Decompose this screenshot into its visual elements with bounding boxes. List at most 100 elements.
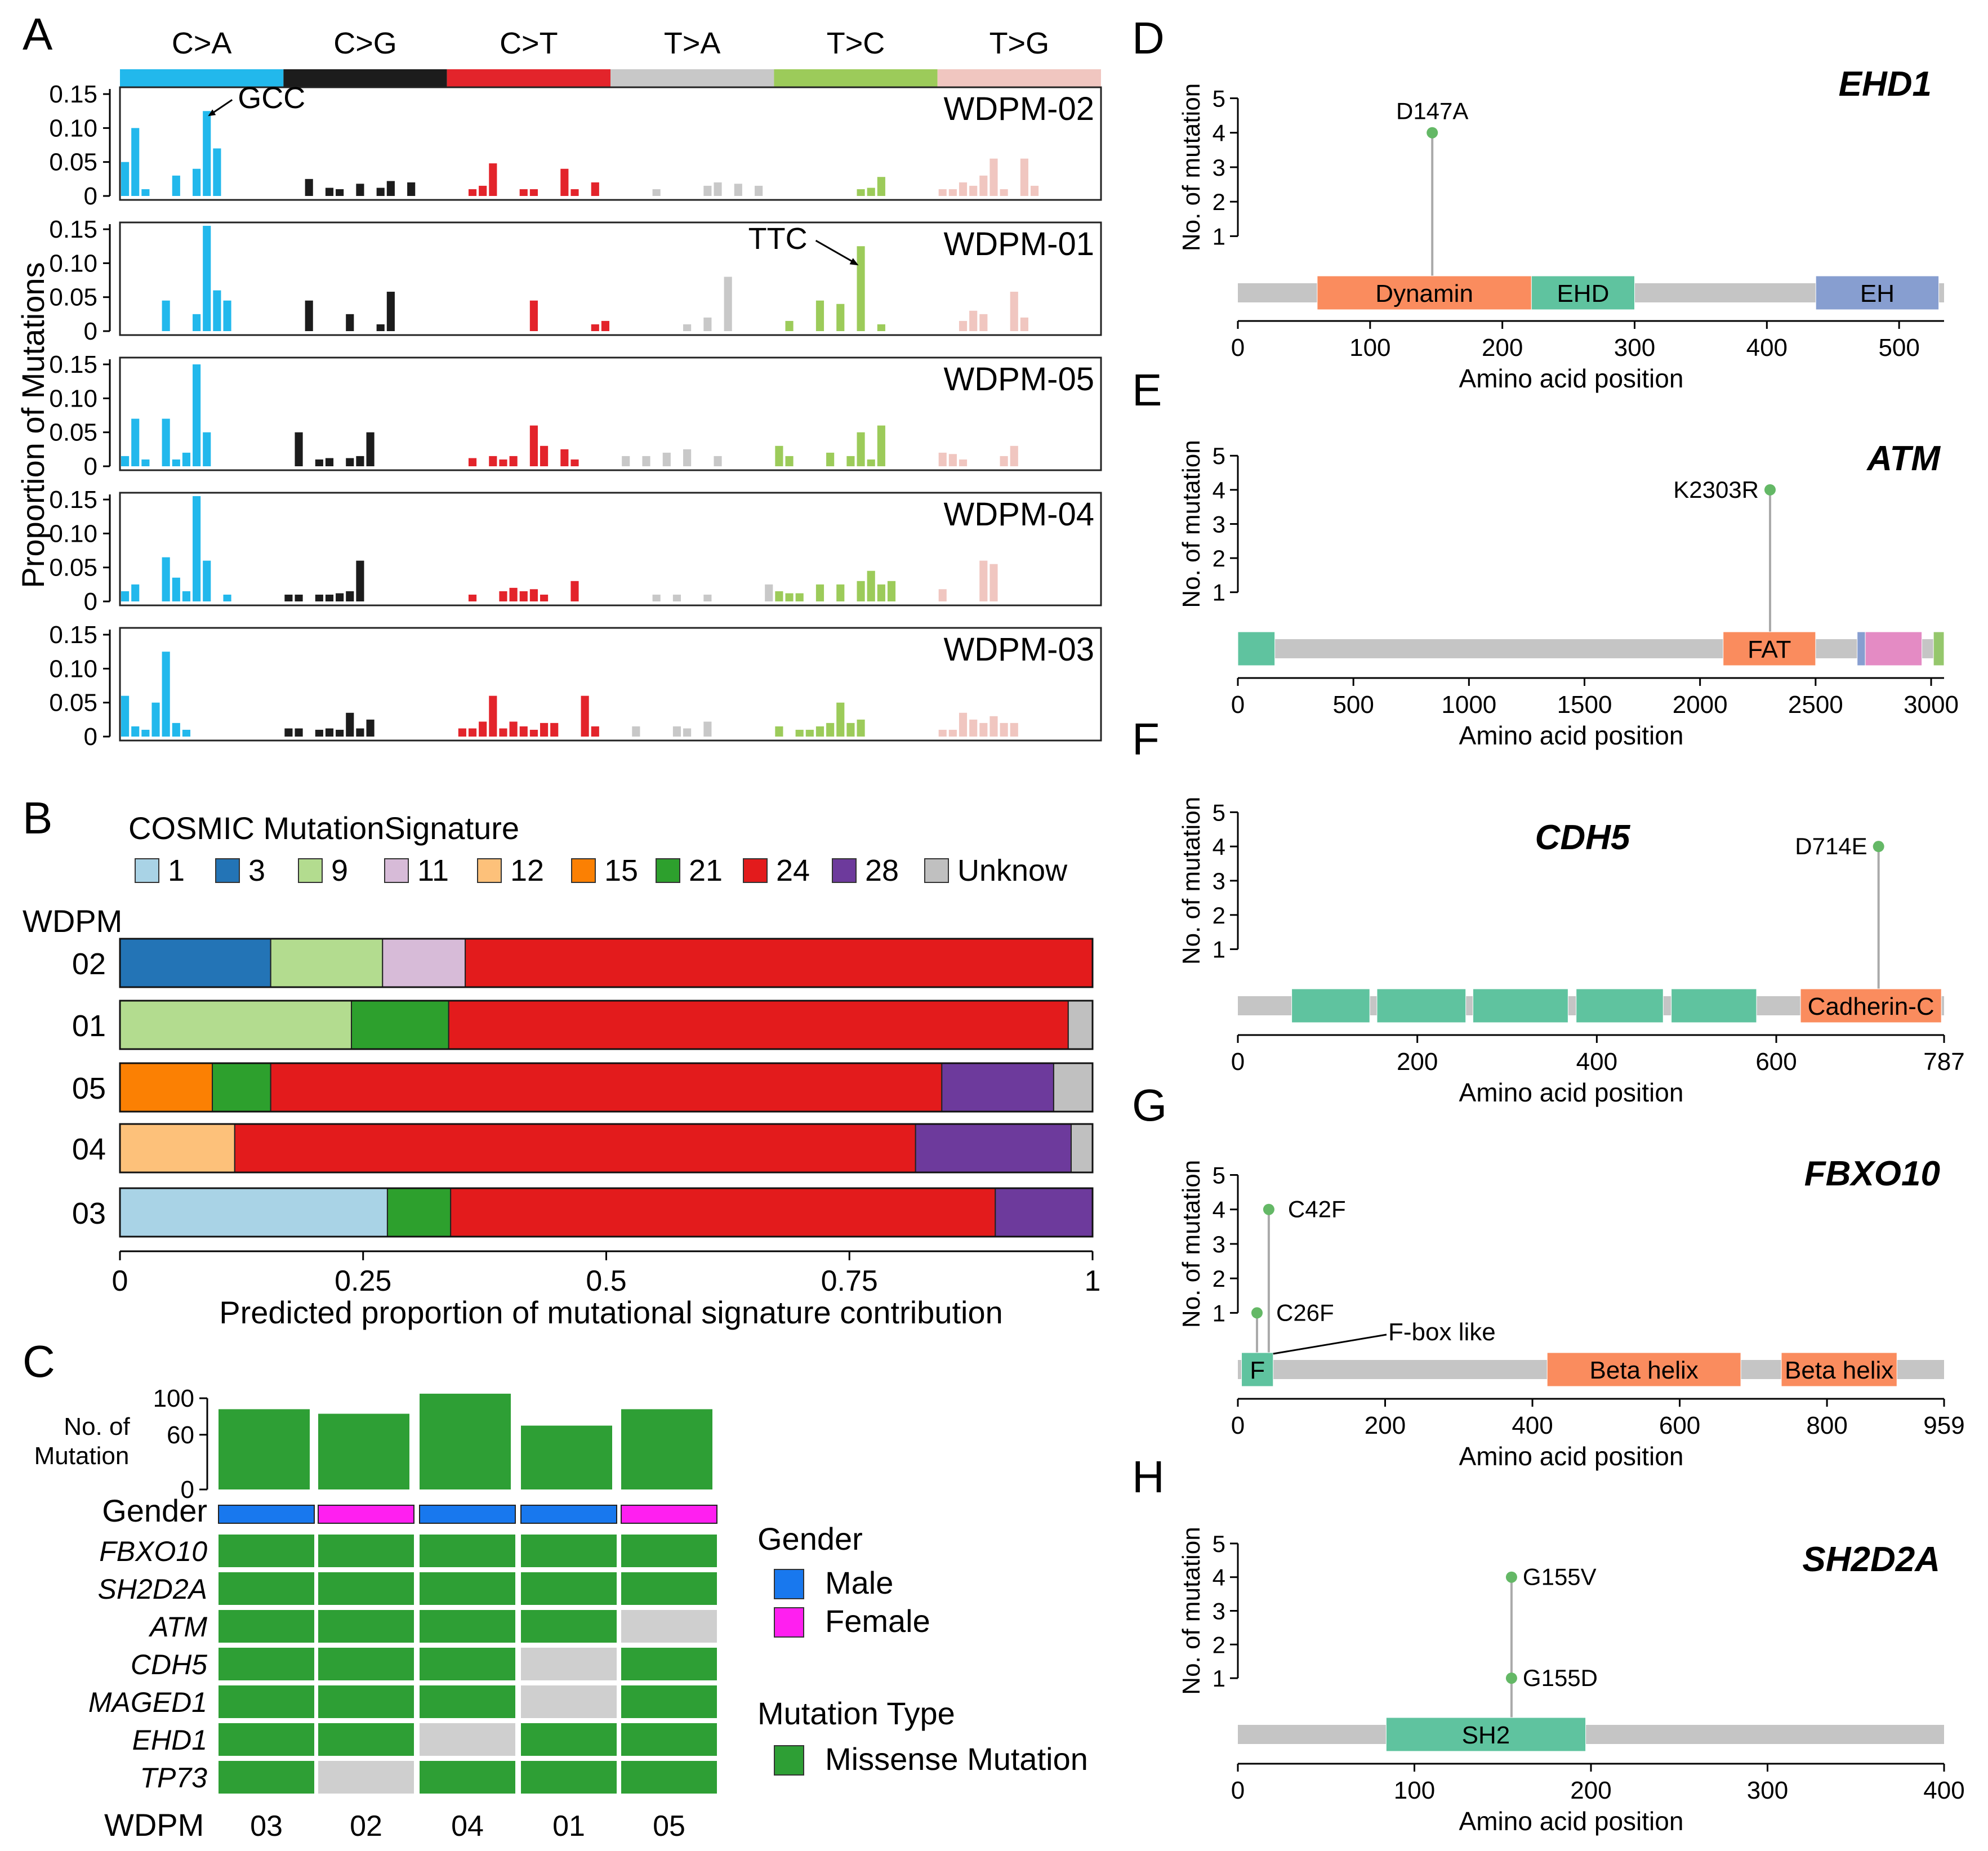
count-y-tick-label: 3	[1213, 868, 1225, 894]
mutation-class-strip-3	[610, 69, 774, 87]
wdpm-axis-label: WDPM	[104, 1807, 204, 1843]
spectrum-bar	[591, 726, 599, 737]
spectrum-bar	[121, 591, 130, 601]
spectrum-bar	[795, 593, 804, 601]
mutation-label: G155V	[1523, 1564, 1597, 1590]
spectrum-bar	[734, 184, 742, 196]
lollipop-panel-cdh5: 1 2 3 4 5 No. of mutation CDH5 Cadherin-C D714E 0…	[1178, 797, 1965, 1107]
legend-female-label: Female	[825, 1603, 930, 1639]
signature-segment-24	[450, 1188, 996, 1237]
spectrum-bar	[529, 589, 538, 601]
position-x-tick-label: 800	[1806, 1412, 1847, 1439]
legend-swatch-sig-11	[384, 858, 409, 883]
gcc-arrowhead	[208, 109, 216, 117]
signature-segment-24	[234, 1123, 916, 1173]
missense-cell	[621, 1648, 717, 1680]
gene-label: MAGED1	[88, 1687, 207, 1718]
signature-segment-15	[119, 1063, 213, 1112]
protein-domain	[1865, 631, 1923, 666]
gene-label: SH2D2A	[97, 1573, 207, 1605]
panel-b-legend-title: COSMIC MutationSignature	[128, 810, 519, 846]
mutation-class-label: T>G	[989, 26, 1050, 60]
mutation-label: G155D	[1523, 1665, 1598, 1691]
spectrum-bar	[386, 292, 395, 331]
row-label: 03	[72, 1197, 106, 1230]
gene-name: EHD1	[1839, 65, 1932, 104]
spectrum-bar	[877, 324, 885, 331]
sample-frame	[119, 492, 1102, 606]
count-y-tick-label: 2	[1213, 189, 1225, 215]
spectrum-bar	[489, 456, 497, 466]
missense-cell	[318, 1535, 414, 1567]
count-y-tick-label: 5	[1213, 85, 1225, 111]
mutation-count-bar	[219, 1409, 310, 1489]
signature-segment-24	[448, 1000, 1069, 1050]
spectrum-bar	[315, 594, 323, 601]
nmut-label-line2: Mutation	[34, 1442, 130, 1470]
row-frame	[119, 1062, 1094, 1113]
spectrum-bar	[162, 300, 170, 331]
mutation-count-bar	[420, 1393, 511, 1489]
legend-swatch-sig-1	[135, 858, 159, 883]
spectrum-bar	[131, 418, 140, 466]
spectrum-bar	[591, 182, 599, 196]
spectrum-bar	[315, 729, 323, 737]
missense-cell	[420, 1572, 515, 1605]
y-tick-label: 0.15	[49, 216, 97, 243]
count-y-tick-label: 2	[1213, 1265, 1225, 1292]
spectrum-bar	[284, 728, 293, 737]
spectrum-bar	[172, 175, 180, 196]
lollipop-panel-fbxo10: 1 2 3 4 5 No. of mutation FBXO10 F Beta helix Bet…	[1178, 1154, 1965, 1471]
spectrum-bar	[662, 452, 671, 466]
spectrum-bar	[703, 721, 712, 737]
spectrum-bar	[366, 432, 375, 466]
gender-cell-male	[520, 1505, 617, 1524]
spectrum-bar	[315, 459, 323, 466]
spectrum-bar	[325, 188, 334, 196]
spectrum-bar	[826, 452, 835, 466]
spectrum-bar	[989, 158, 998, 196]
missense-cell	[420, 1648, 515, 1680]
spectrum-bar	[499, 459, 507, 466]
position-x-label: Amino acid position	[1459, 1078, 1684, 1107]
spectrum-bar	[979, 722, 988, 737]
count-y-tick-label: 3	[1213, 154, 1225, 181]
mutation-spectrum-panel: C>A C>G C>T T>A T>C T>G WDPM-02 0.15 0.10 0.05 0 WD…	[49, 26, 1102, 751]
domain-label: EH	[1860, 280, 1895, 307]
mutation-class-strip-5	[937, 69, 1101, 87]
spectrum-bar	[172, 722, 180, 737]
spectrum-bar	[509, 587, 518, 601]
missense-cell	[621, 1535, 717, 1567]
spectrum-bar	[468, 594, 477, 601]
spectrum-bar	[765, 584, 773, 601]
position-x-label: Amino acid position	[1459, 364, 1684, 393]
spectrum-bar	[683, 324, 692, 331]
signature-segment-12	[119, 1123, 235, 1173]
spectrum-bar	[1020, 317, 1028, 331]
mutation-class-label: C>T	[500, 26, 558, 60]
domain-label: SH2	[1462, 1721, 1510, 1749]
position-x-tick-label: 0	[1231, 1412, 1245, 1439]
panel-letter-b: B	[23, 793, 52, 843]
spectrum-bar	[407, 182, 416, 196]
spectrum-bar	[468, 728, 477, 737]
signature-contribution-panel: 1 3 9 11 12 15 21 24 28 Unknow 02 01 05 04 03 0 0.25 0.5 0…	[72, 854, 1101, 1297]
missense-cell	[621, 1761, 717, 1794]
spectrum-bar	[141, 459, 150, 466]
position-x-tick-label: 300	[1614, 334, 1655, 362]
legend-swatch-sig-12	[477, 858, 502, 883]
x-tick-label: 0	[112, 1265, 128, 1297]
spectrum-bar	[305, 179, 313, 196]
spectrum-bar	[529, 300, 538, 331]
position-x-tick-label: 200	[1365, 1412, 1406, 1439]
spectrum-bar	[867, 570, 875, 601]
spectrum-bar	[540, 445, 549, 466]
spectrum-bar	[948, 189, 957, 196]
position-x-tick-label: 500	[1878, 334, 1919, 362]
sample-label: 05	[653, 1810, 685, 1843]
legend-label-sig-28: 28	[865, 854, 899, 887]
spectrum-bar	[1010, 292, 1018, 331]
count-y-tick-label: 4	[1213, 833, 1225, 860]
signature-segment-1	[119, 1188, 388, 1237]
spectrum-bar	[376, 324, 385, 331]
